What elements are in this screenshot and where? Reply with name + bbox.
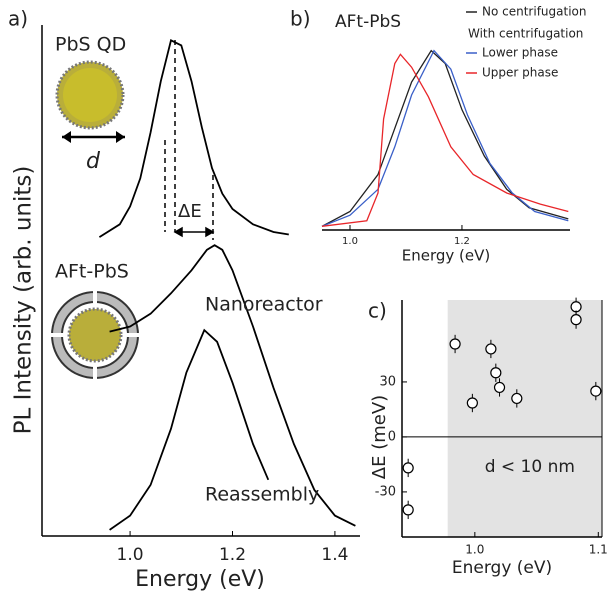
data-point xyxy=(590,385,602,397)
fwhm-marker xyxy=(164,40,215,240)
legend-label: Upper phase xyxy=(482,66,558,80)
shaded-region xyxy=(447,300,602,537)
x-tick-label: 1.0 xyxy=(342,236,358,247)
x-tick-label: 1.4 xyxy=(321,545,348,565)
legend-label: No centrifugation xyxy=(482,5,586,19)
legend-label: Lower phase xyxy=(482,46,558,60)
x-axis-label: Energy (eV) xyxy=(452,558,552,578)
data-point xyxy=(402,462,414,474)
x-axis-label: Energy (eV) xyxy=(402,247,490,265)
series-line xyxy=(109,328,270,531)
series-line xyxy=(98,38,289,238)
data-point xyxy=(466,397,478,409)
data-point xyxy=(570,301,582,313)
curve-label: PbS QD xyxy=(55,34,126,56)
series-line xyxy=(321,49,569,227)
curve-label: Nanoreactor xyxy=(205,294,323,316)
y-tick-label: -30 xyxy=(375,484,396,499)
x-tick-label: 1.2 xyxy=(219,545,246,565)
x-tick-label: 1.0 xyxy=(117,545,144,565)
y-axis-label: PL Intensity (arb. units) xyxy=(11,166,37,435)
legend-group-title: With centrifugation xyxy=(468,27,583,41)
data-point xyxy=(570,314,582,326)
data-point xyxy=(493,381,506,394)
annotation: AFt-PbS xyxy=(55,261,129,283)
nanoreactor-illustration xyxy=(50,290,140,380)
shaded-label: d < 10 nm xyxy=(485,457,575,477)
series-line xyxy=(109,244,356,527)
panel-title: AFt-PbS xyxy=(335,12,401,32)
panel-label: a) xyxy=(8,7,28,31)
curve-label: Reassembly xyxy=(205,484,319,506)
x-tick-label: 1.2 xyxy=(454,236,470,247)
annotation: ΔE xyxy=(178,201,202,222)
qd-illustration xyxy=(55,60,125,143)
data-point xyxy=(490,367,502,379)
x-axis-label: Energy (eV) xyxy=(135,567,265,592)
x-tick-label: 1.1 xyxy=(589,543,608,557)
data-point xyxy=(485,343,497,355)
panel-label: b) xyxy=(290,7,311,31)
y-tick-label: 30 xyxy=(379,374,396,389)
y-tick-label: 0 xyxy=(388,429,396,444)
data-point xyxy=(449,338,461,350)
x-tick-label: 1.0 xyxy=(465,543,484,557)
data-point xyxy=(402,504,414,516)
y-axis-label: ΔE (meV) xyxy=(369,395,390,479)
annotation: d xyxy=(86,149,101,174)
series-line xyxy=(321,53,569,227)
panel-label: c) xyxy=(368,299,387,323)
data-point xyxy=(511,392,523,405)
